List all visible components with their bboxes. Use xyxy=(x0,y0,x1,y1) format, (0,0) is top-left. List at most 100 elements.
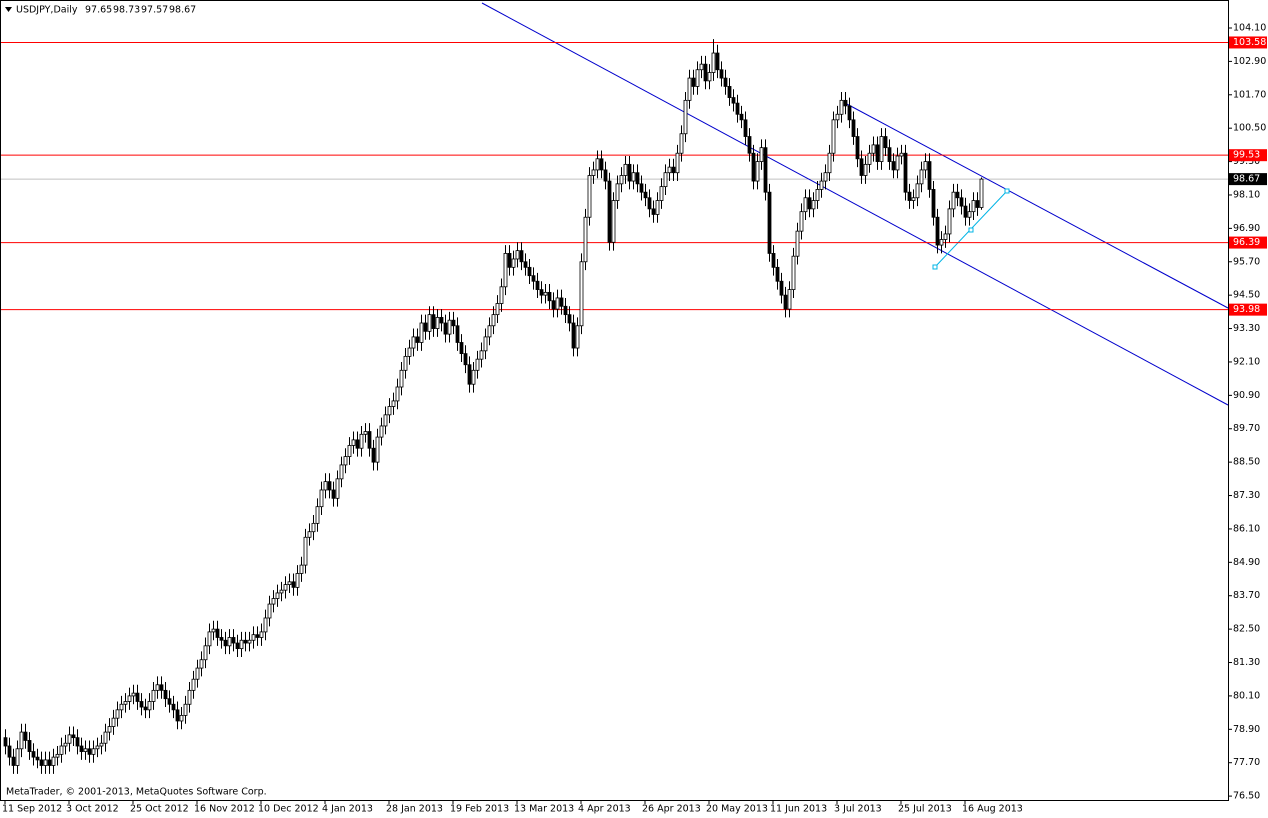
candle-body xyxy=(283,584,288,591)
candle-body xyxy=(579,261,584,327)
candle-body xyxy=(371,447,376,463)
candle-body xyxy=(275,592,280,599)
candle-body xyxy=(23,731,28,741)
candle-body xyxy=(71,734,76,739)
candle-body xyxy=(303,536,308,566)
candle-body xyxy=(251,634,256,641)
candle-body xyxy=(547,291,552,302)
candle-body xyxy=(555,297,560,310)
candle-body xyxy=(807,197,812,210)
bid-label: 98.67 xyxy=(1233,174,1260,185)
candle-body xyxy=(915,183,920,199)
candle-body xyxy=(851,119,856,137)
candle-body xyxy=(287,581,292,585)
y-tick-label: 90.90 xyxy=(1233,390,1260,401)
candle-body xyxy=(631,172,636,182)
candle-body xyxy=(199,659,204,669)
candle-body xyxy=(31,751,36,758)
candle-body xyxy=(327,481,332,491)
candle-body xyxy=(507,253,512,268)
candle-body xyxy=(603,169,608,182)
candle-body xyxy=(695,69,700,87)
candle-body xyxy=(211,628,216,633)
candle-body xyxy=(747,136,752,154)
candle-body xyxy=(431,314,436,329)
price-level-box xyxy=(1229,36,1267,49)
candle-body xyxy=(47,759,52,766)
candle-body xyxy=(95,745,100,750)
high-value: 98.73 xyxy=(113,5,140,16)
candle-body xyxy=(459,342,464,355)
candle-body xyxy=(207,631,212,647)
x-tick-label: 28 Jan 2013 xyxy=(386,804,443,815)
candle-body xyxy=(335,478,340,499)
candle-body xyxy=(27,740,32,752)
footer: MetaTrader, © 2001-2013, MetaQuotes Soft… xyxy=(6,787,267,798)
candle-body xyxy=(91,748,96,755)
candle-body xyxy=(375,436,380,463)
candle-body xyxy=(615,183,620,201)
candle-body xyxy=(763,147,768,193)
candle-body xyxy=(359,433,364,449)
candle-body xyxy=(967,211,972,218)
candle-body xyxy=(163,689,168,700)
candle-body xyxy=(659,186,664,201)
candle-body xyxy=(219,637,224,641)
candle-body xyxy=(131,692,136,697)
candle-body xyxy=(475,358,480,371)
candle-body xyxy=(59,745,64,755)
candle-body xyxy=(347,445,352,457)
candle-body xyxy=(675,152,680,174)
candle-body xyxy=(495,303,500,316)
candle-body xyxy=(803,197,808,213)
price-level-box xyxy=(1229,303,1267,316)
candle-body xyxy=(135,692,140,702)
x-tick-label: 11 Sep 2012 xyxy=(2,804,62,815)
candle-body xyxy=(155,684,160,691)
candle-body xyxy=(443,322,448,335)
candle-body xyxy=(403,355,408,371)
candle-body xyxy=(35,756,40,761)
candle-body xyxy=(39,759,44,766)
candle-body xyxy=(451,319,456,327)
candle-body xyxy=(975,200,980,208)
x-tick-label: 19 Feb 2013 xyxy=(450,804,509,815)
x-tick-label: 13 Mar 2013 xyxy=(514,804,574,815)
candle-body xyxy=(331,489,336,499)
candle-body xyxy=(99,742,104,747)
candle-body xyxy=(855,136,860,160)
candle-body xyxy=(639,183,644,193)
candle-body xyxy=(903,152,908,193)
y-tick-label: 100.50 xyxy=(1233,123,1266,134)
candle-body xyxy=(739,113,744,121)
candle-body xyxy=(871,144,876,154)
candle-body xyxy=(591,169,596,176)
candle-body xyxy=(343,456,348,466)
candle-body xyxy=(783,294,788,310)
candle-body xyxy=(891,161,896,171)
candle-body xyxy=(923,161,928,171)
y-tick-label: 96.90 xyxy=(1233,223,1260,234)
candle-body xyxy=(827,152,832,174)
x-tick-label: 4 Jan 2013 xyxy=(322,804,373,815)
candle-body xyxy=(927,161,932,190)
candle-body xyxy=(447,319,452,335)
candle-body xyxy=(435,317,440,329)
candle-body xyxy=(839,99,844,115)
candle-body xyxy=(55,753,60,758)
candle-body xyxy=(795,230,800,257)
candle-body xyxy=(19,731,24,750)
candle-body xyxy=(627,163,632,182)
price-level-box xyxy=(1229,149,1267,162)
candle-body xyxy=(611,200,616,243)
price-level-label: 93.98 xyxy=(1233,304,1260,315)
menu-arrow[interactable] xyxy=(5,7,12,12)
candle-body xyxy=(307,531,312,538)
candle-body xyxy=(963,205,968,218)
y-tick-label: 87.30 xyxy=(1233,490,1260,501)
candle-body xyxy=(759,147,764,162)
candle-body xyxy=(423,322,428,332)
candle-body xyxy=(243,639,248,644)
x-tick-label: 16 Nov 2012 xyxy=(194,804,255,815)
